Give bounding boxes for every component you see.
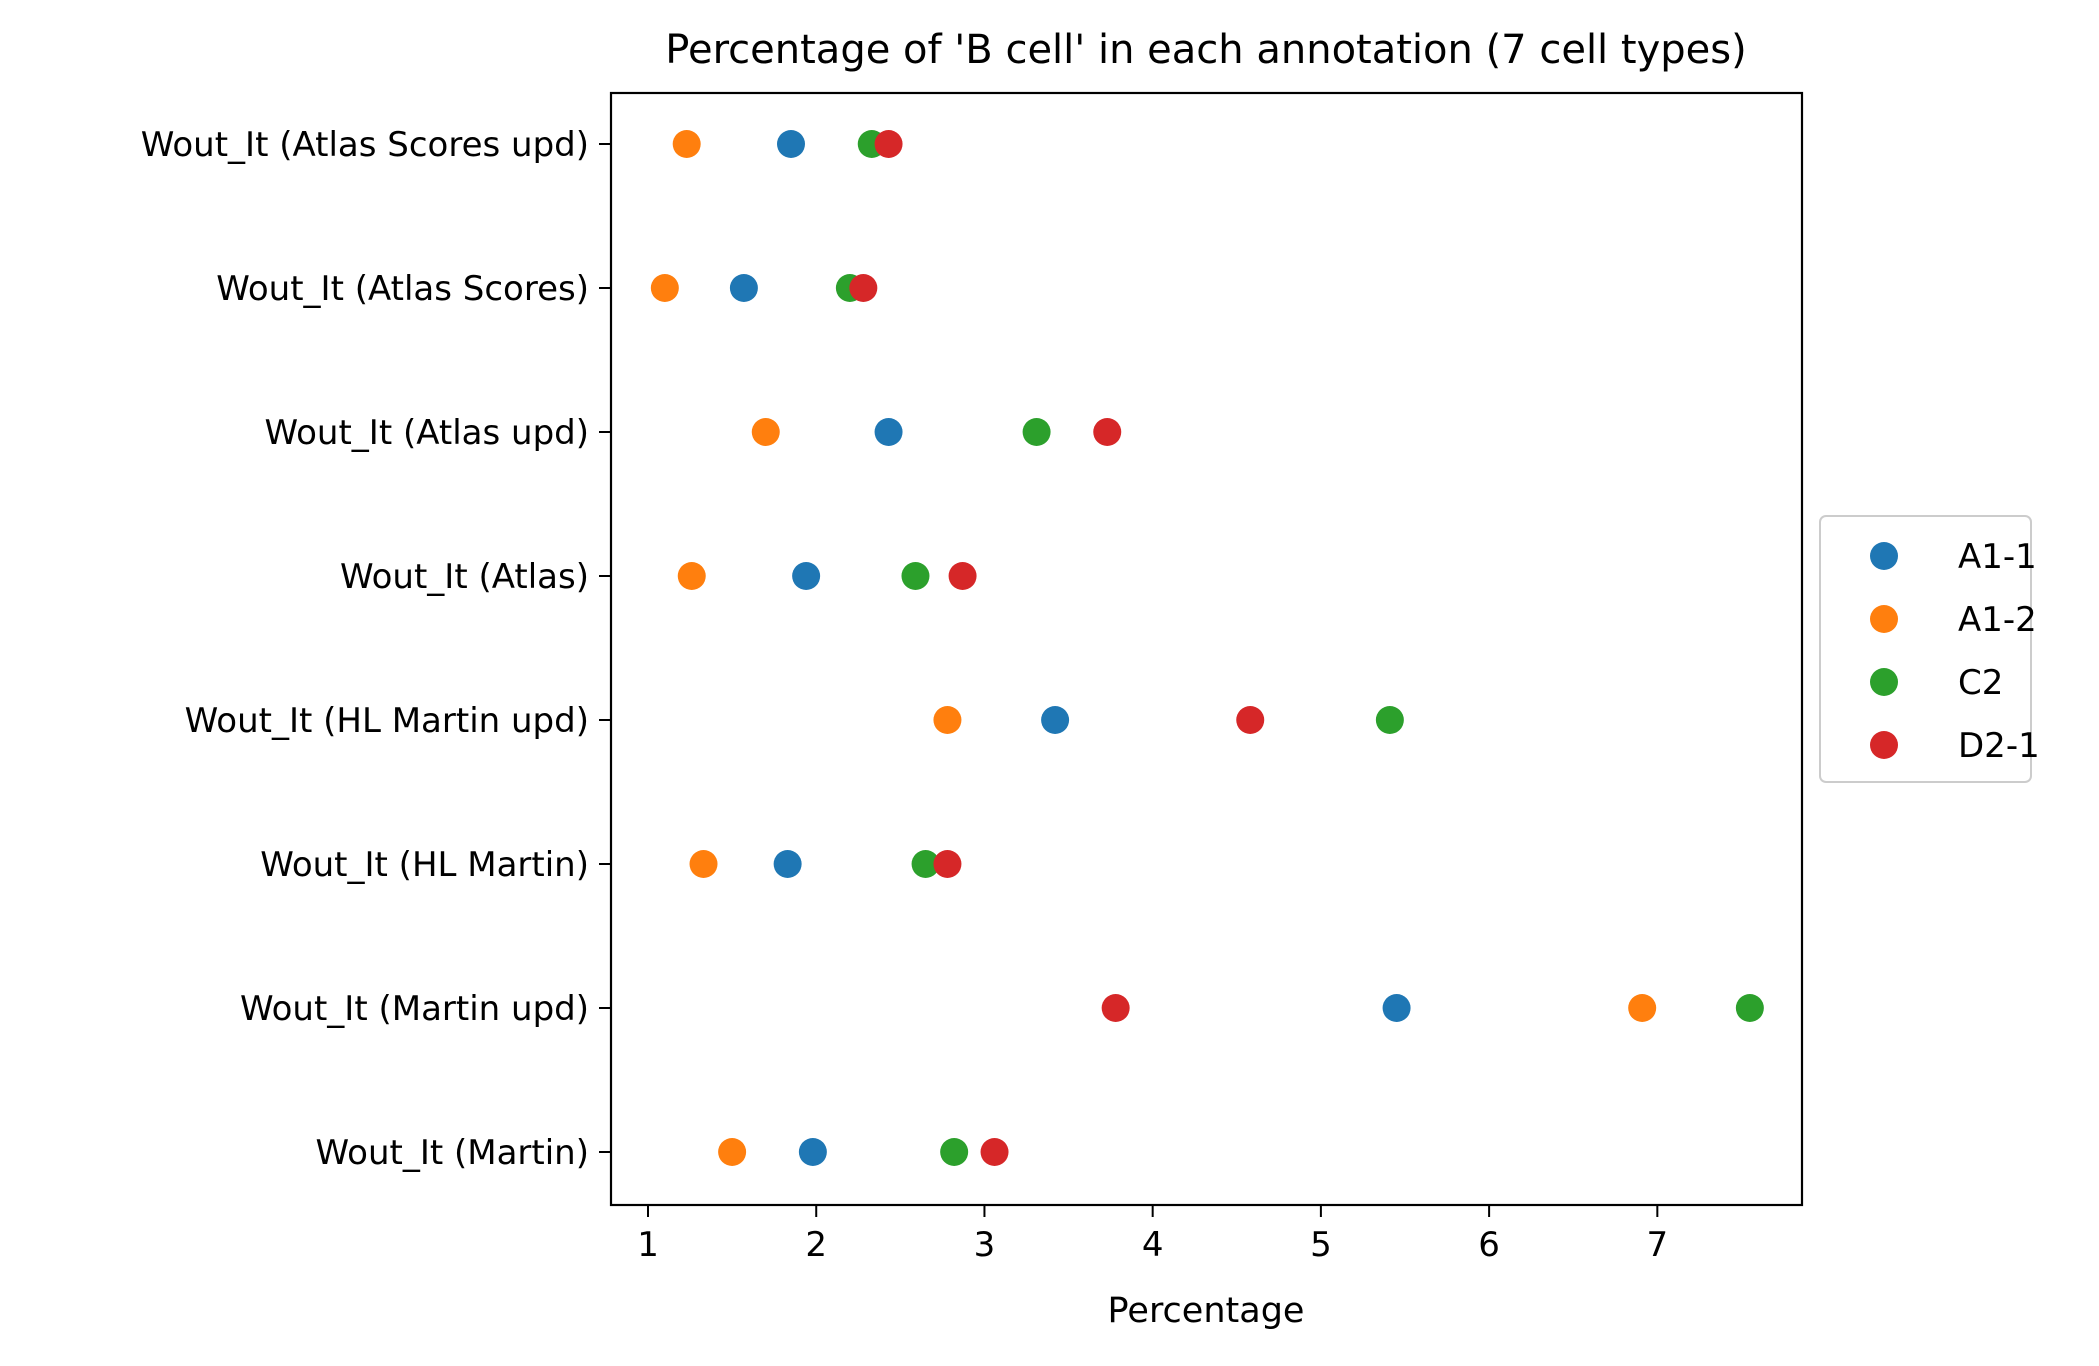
data-point [798,1138,827,1166]
data-point [751,418,780,446]
data-point [672,130,701,158]
y-tick-label: Wout_It (Atlas Scores) [216,269,589,309]
series-A1-2 [650,130,1657,1166]
data-point [1375,706,1404,734]
data-point [849,274,878,302]
x-tick-label: 5 [1310,1225,1332,1265]
x-axis-label: Percentage [1108,1291,1305,1331]
data-point [874,130,903,158]
data-point [650,274,679,302]
x-tick-label: 3 [974,1225,996,1265]
data-point [901,562,930,590]
data-point [729,274,758,302]
y-tick-label: Wout_It (Atlas upd) [264,413,589,453]
data-point [776,130,805,158]
y-tick-label: Wout_It (Martin) [316,1133,589,1173]
x-tick-label: 2 [805,1225,827,1265]
data-point [1628,994,1657,1022]
axis-ticks: 1 2 3 4 5 6 7 Wout_It (Atlas Scores upd) Wout_It… [141,125,1668,1265]
legend: A1-1 A1-2 C2 D2-1 [1819,515,2040,783]
y-tick-label: Wout_It (HL Martin upd) [185,701,589,741]
legend-label: A1-2 [1958,600,2037,640]
legend-marker [1870,731,1898,759]
legend-marker [1870,605,1898,633]
legend-label: C2 [1958,663,2003,703]
legend-items: A1-1 A1-2 C2 D2-1 [1870,537,2040,766]
legend-marker [1870,542,1898,570]
series-A1-1 [729,130,1411,1166]
data-point [689,850,718,878]
legend-frame [1819,515,2032,783]
data-point [773,850,802,878]
series-D2-1 [849,130,1265,1166]
plot-frame [609,91,1804,1207]
data-point [677,562,706,590]
data-point [1041,706,1070,734]
x-tick-label: 7 [1647,1225,1669,1265]
legend-label: A1-1 [1958,537,2037,577]
data-point [911,850,940,878]
data-point [948,562,977,590]
x-tick-label: 6 [1478,1225,1500,1265]
data-point [1236,706,1265,734]
data-point [1101,994,1130,1022]
y-tick-label: Wout_It (Atlas) [340,557,589,597]
y-tick-label: Wout_It (Martin upd) [240,989,589,1029]
data-point [1093,418,1122,446]
x-tick-label: 4 [1142,1225,1164,1265]
y-tick-label: Wout_It (Atlas Scores upd) [141,125,589,165]
data-points [650,130,1764,1166]
data-point [933,850,962,878]
data-point [940,1138,969,1166]
data-point [933,706,962,734]
data-point [792,562,821,590]
data-point [1022,418,1051,446]
data-point [718,1138,747,1166]
legend-label: D2-1 [1958,726,2040,766]
data-point [980,1138,1009,1166]
x-tick-label: 1 [637,1225,659,1265]
data-point [874,418,903,446]
data-point [1735,994,1764,1022]
y-tick-label: Wout_It (HL Martin) [260,845,589,885]
chart-title: Percentage of 'B cell' in each annotatio… [665,27,1746,73]
legend-marker [1870,668,1898,696]
data-point [1382,994,1411,1022]
